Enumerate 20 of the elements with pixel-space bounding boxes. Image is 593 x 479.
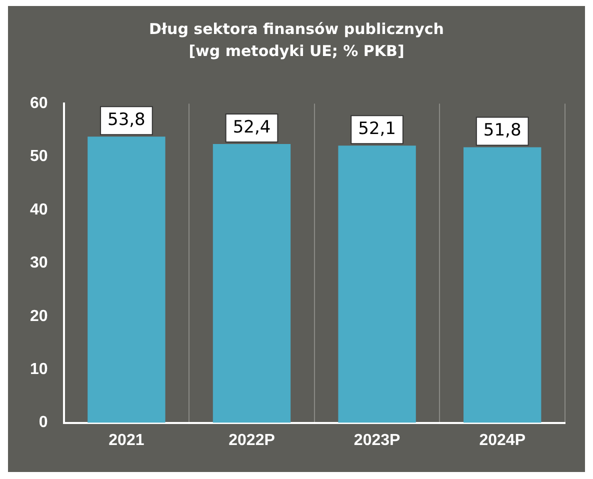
y-tick-label: 30 <box>30 254 48 272</box>
y-tick-label: 20 <box>30 308 48 325</box>
x-tick-label: 2024P <box>479 432 526 449</box>
x-tick-label: 2022P <box>228 432 276 449</box>
bar <box>212 144 291 423</box>
bar <box>338 146 416 423</box>
x-tick-label: 2021 <box>108 432 144 449</box>
bar <box>88 136 166 423</box>
data-label: 51,8 <box>483 120 522 141</box>
chart-title: Dług sektora finansów publicznych [wg metodyki UE; % PKB] <box>148 19 445 62</box>
y-tick-label: 60 <box>30 95 48 112</box>
data-label: 53,8 <box>108 110 146 130</box>
y-tick-label: 0 <box>38 414 48 432</box>
y-tick-label: 40 <box>30 201 48 218</box>
x-tick-label: 2023P <box>354 432 401 449</box>
y-tick-label: 50 <box>30 148 48 166</box>
data-label: 52,4 <box>232 117 271 138</box>
bar <box>464 147 542 423</box>
y-tick-label: 10 <box>30 361 48 378</box>
data-label: 52,1 <box>358 119 396 140</box>
